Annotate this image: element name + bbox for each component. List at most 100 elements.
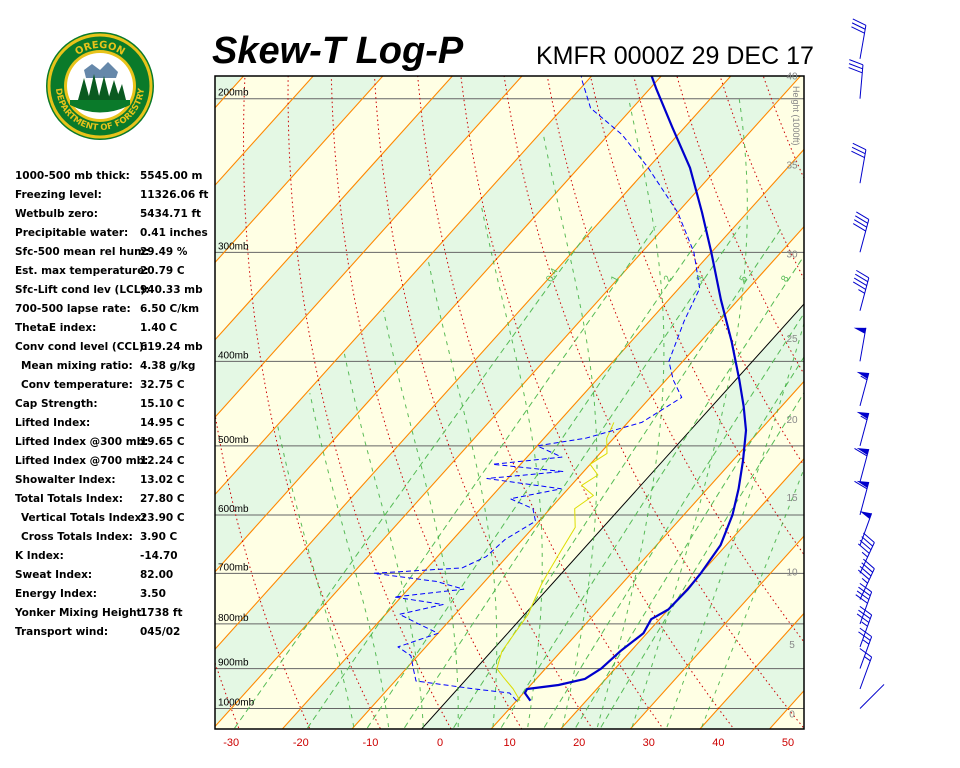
wind-barb-flag <box>858 609 871 620</box>
isotherm-line <box>215 76 523 418</box>
stat-label: Lifted Index: <box>15 417 91 429</box>
stat-row: Lifted Index @700 mb: 12.24 C <box>15 452 215 471</box>
wind-barb-flag <box>851 26 865 34</box>
wind-barb-flag <box>848 63 863 70</box>
isotherm-line <box>490 380 804 729</box>
mixing-ratio-line <box>233 225 593 729</box>
moist-adiabat <box>480 205 543 728</box>
moist-adiabat <box>309 392 390 728</box>
wind-barb-flag <box>855 273 869 283</box>
height-tick-label: 25 <box>786 334 798 345</box>
x-tick-label: 20 <box>573 737 585 749</box>
wind-barb-staff <box>859 636 873 669</box>
stat-value: 619.24 mb <box>140 341 203 353</box>
mixing-ratio-label: 8 <box>779 274 792 284</box>
station-time-label: KMFR 0000Z 29 DEC 17 <box>536 42 814 70</box>
stat-value: 5545.00 m <box>140 170 203 182</box>
oregon-forestry-logo: OREGON DEPARTMENT OF FORESTRY <box>46 32 154 140</box>
wind-barb-staff <box>859 542 875 574</box>
wind-barb-staff <box>859 591 873 625</box>
x-tick-label: 40 <box>712 737 724 749</box>
stat-value: 27.80 C <box>140 493 185 505</box>
wind-barb-pennant <box>856 447 869 455</box>
mixing-ratio-label: 2 <box>662 274 675 284</box>
stat-label: Wetbulb zero: <box>15 208 98 220</box>
wind-barb <box>856 411 870 447</box>
stat-row: Est. max temperature: 20.79 C <box>15 262 215 281</box>
dry-adiabat <box>417 76 664 729</box>
stat-label: Freezing level: <box>15 189 102 201</box>
mixing-ratio-line <box>542 312 804 729</box>
moist-adiabat <box>542 134 598 728</box>
stat-row: ThetaE index: 1.40 C <box>15 319 215 338</box>
stat-label: Est. max temperature: <box>15 265 149 277</box>
stat-label: Vertical Totals Index: <box>21 512 146 524</box>
wind-barb-pennant <box>853 327 866 334</box>
height-axis: Height (1000ft)05101520253035404550 <box>786 71 801 720</box>
wind-barb-staff <box>859 614 873 648</box>
height-tick-label: 10 <box>786 568 798 579</box>
moist-adiabat <box>343 351 424 728</box>
stat-value: 29.49 % <box>140 246 188 258</box>
wind-barb <box>851 142 867 184</box>
x-tick-label: 10 <box>503 737 515 749</box>
x-tick-label: 30 <box>643 737 655 749</box>
dry-adiabat <box>589 76 804 556</box>
height-tick-label: 5 <box>789 640 795 651</box>
isotherm-line <box>215 76 454 341</box>
stat-label: Showalter Index: <box>15 474 116 486</box>
wind-barb <box>856 605 873 648</box>
mixing-ratio-label: 5 <box>738 274 751 284</box>
wind-barb-flag <box>854 448 868 457</box>
stat-label: 700-500 lapse rate: <box>15 303 131 315</box>
x-tick-label: -30 <box>223 737 239 749</box>
dry-adiabat <box>805 0 960 745</box>
dry-adiabat <box>503 76 804 729</box>
wind-barb-staff <box>859 656 873 690</box>
pressure-tick-label: 700mb <box>218 562 249 573</box>
stat-value: 14.95 C <box>140 417 185 429</box>
wind-barb-flag <box>856 590 870 600</box>
wind-barb <box>854 480 870 516</box>
wind-barb-flag <box>851 150 865 159</box>
pressure-tick-label: 200mb <box>218 88 249 99</box>
stat-row: Yonker Mixing Height: 1738 ft <box>15 604 215 623</box>
mixing-ratio-label: 1 <box>609 274 622 284</box>
stat-label: Cross Totals Index: <box>21 531 133 543</box>
wind-barb-pennant <box>856 480 869 488</box>
x-tick-label: 50 <box>782 737 794 749</box>
moist-adiabat <box>383 310 459 727</box>
stat-label: Sfc-Lift cond lev (LCL): <box>15 284 150 296</box>
stat-label: ThetaE index: <box>15 322 97 334</box>
dry-adiabat <box>374 76 594 729</box>
height-axis-label: Height (1000ft) <box>791 86 801 146</box>
wind-barb <box>858 627 873 669</box>
stat-value: 6.50 C/km <box>140 303 200 315</box>
isotherm-line <box>351 225 804 729</box>
wind-barb-flag <box>856 211 870 220</box>
stat-row: Total Totals Index: 27.80 C <box>15 490 215 509</box>
wind-barb-flag <box>852 223 866 232</box>
stat-value: 32.75 C <box>140 379 185 391</box>
wind-barb-flag <box>856 269 870 279</box>
stat-value: -14.70 <box>140 550 178 562</box>
wind-barb-flag <box>859 539 872 551</box>
stat-value: 045/02 <box>140 626 181 638</box>
wind-barb-flag <box>857 543 870 554</box>
stat-row: Vertical Totals Index: 23.90 C <box>15 509 215 528</box>
wind-barb-flag <box>852 281 866 290</box>
isotherm-line <box>629 535 804 729</box>
stat-row: Sfc-Lift cond lev (LCL): 940.33 mb <box>15 281 215 300</box>
dewpoint-profile <box>373 76 701 702</box>
wind-barb-flag <box>854 480 868 490</box>
pressure-tick-label: 900mb <box>218 658 249 669</box>
stat-row: 700-500 lapse rate: 6.50 C/km <box>15 300 215 319</box>
dry-adiabat <box>330 76 523 729</box>
mixing-ratio-line <box>574 356 804 729</box>
wind-barb-flag <box>859 605 872 616</box>
wind-barb-staff <box>859 684 885 709</box>
wind-barb-flag <box>861 536 874 547</box>
stat-label: 1000-500 mb thick: <box>15 170 130 182</box>
moist-adiabat <box>277 426 355 728</box>
moist-adiabat <box>666 321 804 728</box>
